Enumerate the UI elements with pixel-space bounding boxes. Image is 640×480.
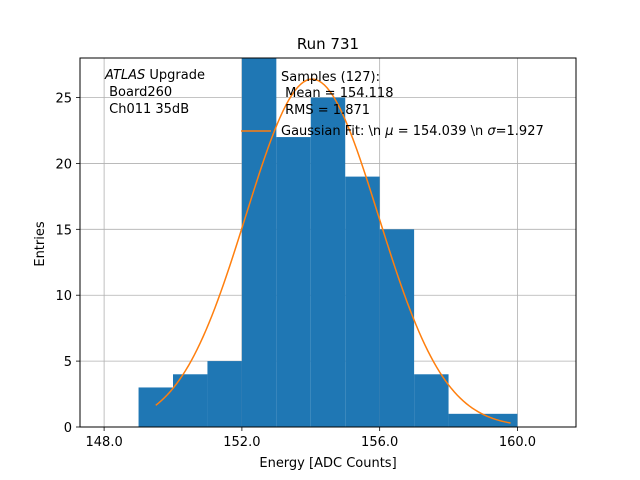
x-axis-ticks: 148.0 152.0 156.0 160.0 — [86, 427, 536, 450]
y-tick-label: 5 — [64, 355, 72, 370]
y-axis-ticks: 0 5 10 15 20 25 — [55, 92, 80, 436]
legend-samples-rms: RMS = 1.871 — [281, 103, 370, 118]
x-tick-label: 156.0 — [361, 435, 398, 450]
y-tick-label: 10 — [55, 289, 72, 304]
histogram-bar — [276, 137, 311, 428]
y-tick-label: 25 — [55, 92, 72, 107]
y-tick-label: 20 — [55, 157, 72, 172]
histogram-bar — [173, 374, 208, 427]
y-axis-label: Entries — [33, 221, 48, 267]
histogram-bar — [241, 58, 277, 427]
chart-title: Run 731 — [297, 35, 359, 53]
plot-area-frame — [79, 57, 577, 428]
legend-fit-label: Gaussian Fit: \n μ = 154.039 \n σ=1.927 — [281, 124, 544, 139]
histogram-bar — [379, 229, 415, 427]
upgrade-label: Upgrade — [145, 68, 205, 83]
svg-text:ATLAS Upgrade: ATLAS Upgrade — [104, 68, 205, 83]
atlas-annotation: ATLAS Upgrade Board260 Ch011 35dB — [104, 68, 205, 117]
x-tick-label: 148.0 — [86, 435, 123, 450]
histogram-bar — [448, 413, 483, 427]
gaussian-fit-curve — [155, 78, 511, 424]
x-axis-label: Energy [ADC Counts] — [259, 456, 396, 471]
histogram-bar — [414, 374, 449, 427]
legend-samples-line1: Samples (127): — [281, 70, 380, 85]
channel-label: Ch011 35dB — [105, 102, 189, 117]
histogram-bar — [310, 97, 346, 428]
board-label: Board260 — [105, 85, 172, 100]
y-tick-label: 0 — [64, 421, 72, 436]
x-tick-label: 152.0 — [223, 435, 260, 450]
x-tick-label: 160.0 — [499, 435, 536, 450]
histogram-bar — [345, 176, 380, 427]
gaussian-fit — [155, 78, 511, 424]
legend: Samples (127): Mean = 154.118 RMS = 1.87… — [241, 70, 544, 139]
histogram-bars — [138, 58, 518, 428]
legend-samples-mean: Mean = 154.118 — [281, 86, 393, 101]
atlas-label: ATLAS — [104, 68, 145, 83]
histogram-bar — [207, 361, 242, 427]
y-tick-label: 15 — [55, 223, 72, 238]
